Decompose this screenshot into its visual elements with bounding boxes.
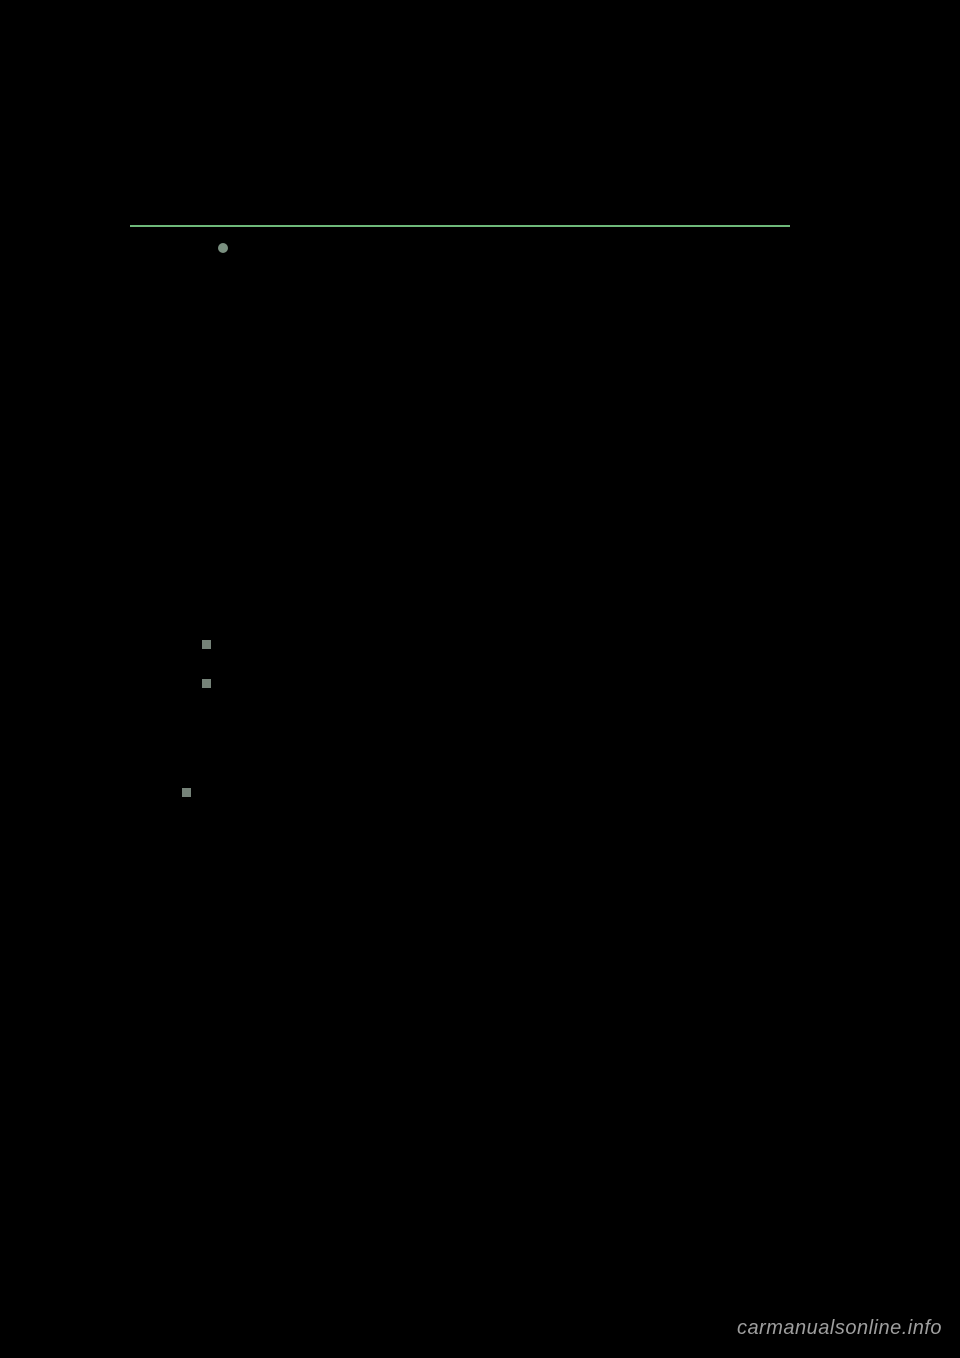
- square-bullet-icon: [202, 640, 211, 649]
- square-bullet-icon: [182, 788, 191, 797]
- square-bullet-icon: [202, 679, 211, 688]
- page-content: carmanualsonline.info: [0, 0, 960, 1358]
- section-divider: [130, 225, 790, 227]
- circle-bullet-icon: [218, 243, 228, 253]
- watermark-text: carmanualsonline.info: [737, 1317, 942, 1340]
